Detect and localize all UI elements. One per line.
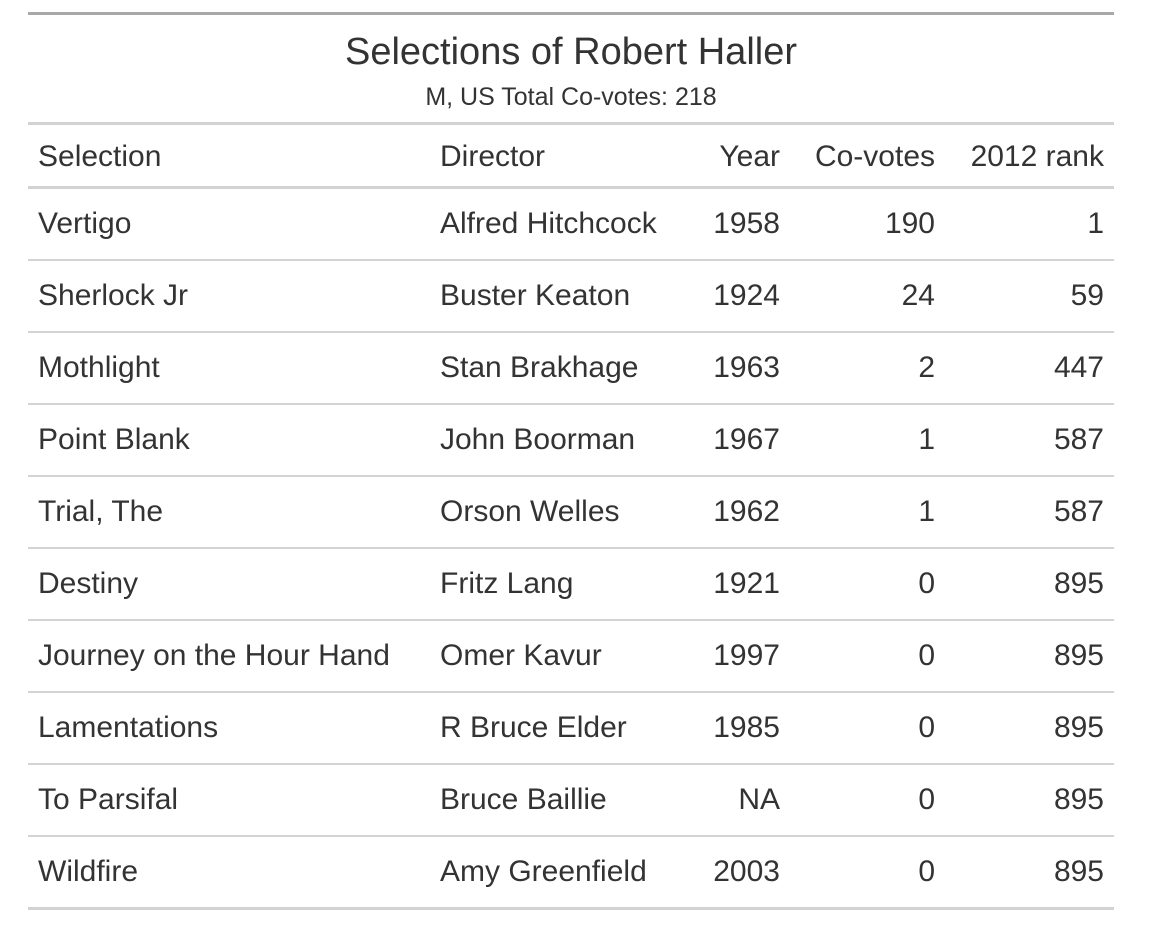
cell-year: 1985 [690, 692, 790, 765]
cell-selection: Destiny [28, 548, 430, 621]
table-row: To Parsifal Bruce Baillie NA 0 895 [28, 764, 1114, 837]
cell-covotes: 0 [790, 620, 945, 693]
cell-director: Stan Brakhage [430, 332, 690, 405]
column-header-rank: 2012 rank [945, 125, 1114, 189]
table-body: Vertigo Alfred Hitchcock 1958 190 1 Sher… [28, 187, 1114, 910]
table-title: Selections of Robert Haller [345, 31, 797, 73]
cell-covotes: 0 [790, 836, 945, 910]
cell-selection: Journey on the Hour Hand [28, 620, 430, 693]
cell-director: John Boorman [430, 404, 690, 477]
table-row: Wildfire Amy Greenfield 2003 0 895 [28, 836, 1114, 910]
cell-covotes: 1 [790, 404, 945, 477]
cell-year: 1962 [690, 476, 790, 549]
table-header: Selection Director Year Co-votes 2012 ra… [28, 125, 1114, 189]
cell-selection: To Parsifal [28, 764, 430, 837]
cell-year: NA [690, 764, 790, 837]
table-row: Sherlock Jr Buster Keaton 1924 24 59 [28, 260, 1114, 333]
cell-covotes: 24 [790, 260, 945, 333]
top-rule [28, 12, 1114, 15]
cell-director: Amy Greenfield [430, 836, 690, 910]
cell-year: 1997 [690, 620, 790, 693]
cell-year: 1963 [690, 332, 790, 405]
selections-table-container: Selections of Robert Haller M, US Total … [28, 12, 1114, 910]
table-row: Mothlight Stan Brakhage 1963 2 447 [28, 332, 1114, 405]
column-header-covotes: Co-votes [790, 125, 945, 189]
cell-covotes: 2 [790, 332, 945, 405]
cell-year: 1967 [690, 404, 790, 477]
cell-selection: Trial, The [28, 476, 430, 549]
cell-selection: Point Blank [28, 404, 430, 477]
table-row: Destiny Fritz Lang 1921 0 895 [28, 548, 1114, 621]
cell-year: 1958 [690, 187, 790, 261]
cell-selection: Sherlock Jr [28, 260, 430, 333]
cell-covotes: 190 [790, 187, 945, 261]
cell-selection: Mothlight [28, 332, 430, 405]
cell-director: Omer Kavur [430, 620, 690, 693]
selections-table: Selection Director Year Co-votes 2012 ra… [28, 125, 1114, 910]
cell-selection: Lamentations [28, 692, 430, 765]
cell-covotes: 0 [790, 692, 945, 765]
column-header-director: Director [430, 125, 690, 189]
table-row: Point Blank John Boorman 1967 1 587 [28, 404, 1114, 477]
cell-covotes: 0 [790, 548, 945, 621]
cell-rank: 895 [945, 764, 1114, 837]
cell-rank: 895 [945, 692, 1114, 765]
cell-rank: 59 [945, 260, 1114, 333]
table-subtitle: M, US Total Co-votes: 218 [425, 83, 717, 111]
cell-year: 1924 [690, 260, 790, 333]
table-row: Journey on the Hour Hand Omer Kavur 1997… [28, 620, 1114, 693]
cell-director: Fritz Lang [430, 548, 690, 621]
cell-selection: Vertigo [28, 187, 430, 261]
cell-selection: Wildfire [28, 836, 430, 910]
heading-rule [28, 122, 1114, 125]
column-header-selection: Selection [28, 125, 430, 189]
cell-rank: 1 [945, 187, 1114, 261]
cell-rank: 587 [945, 404, 1114, 477]
column-header-year: Year [690, 125, 790, 189]
cell-covotes: 0 [790, 764, 945, 837]
cell-year: 1921 [690, 548, 790, 621]
cell-director: Buster Keaton [430, 260, 690, 333]
table-row: Vertigo Alfred Hitchcock 1958 190 1 [28, 187, 1114, 261]
cell-covotes: 1 [790, 476, 945, 549]
table-row: Trial, The Orson Welles 1962 1 587 [28, 476, 1114, 549]
cell-director: Alfred Hitchcock [430, 187, 690, 261]
cell-year: 2003 [690, 836, 790, 910]
table-heading: Selections of Robert Haller M, US Total … [28, 15, 1114, 112]
header-row: Selection Director Year Co-votes 2012 ra… [28, 125, 1114, 189]
cell-rank: 895 [945, 620, 1114, 693]
cell-rank: 447 [945, 332, 1114, 405]
table-row: Lamentations R Bruce Elder 1985 0 895 [28, 692, 1114, 765]
cell-rank: 587 [945, 476, 1114, 549]
cell-director: Orson Welles [430, 476, 690, 549]
cell-rank: 895 [945, 836, 1114, 910]
cell-rank: 895 [945, 548, 1114, 621]
cell-director: Bruce Baillie [430, 764, 690, 837]
cell-director: R Bruce Elder [430, 692, 690, 765]
